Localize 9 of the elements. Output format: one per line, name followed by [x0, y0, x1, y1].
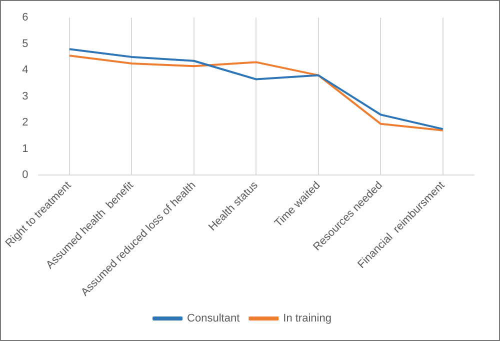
y-tick-label: 5 [22, 38, 28, 50]
y-tick-label: 4 [22, 64, 28, 76]
y-tick-label: 3 [22, 90, 28, 102]
y-tick-label: 6 [22, 12, 28, 24]
legend-label: Consultant [187, 312, 240, 325]
legend-label: In training [283, 312, 332, 325]
y-tick-label: 0 [22, 169, 28, 182]
y-tick-label: 2 [22, 116, 28, 129]
y-tick-label: 1 [22, 142, 28, 155]
